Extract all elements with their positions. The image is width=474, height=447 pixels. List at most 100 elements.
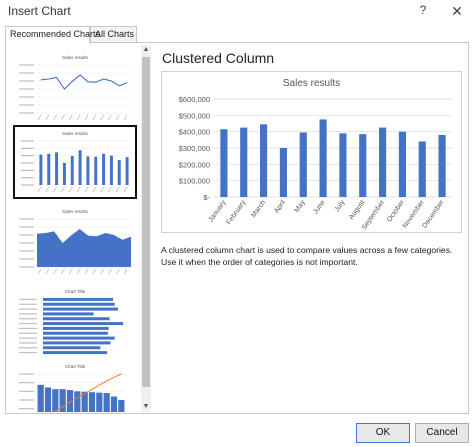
thumbnail-horizontal-bar bbox=[43, 346, 101, 350]
thumbnail-axis-label bbox=[19, 218, 34, 220]
column-bar bbox=[260, 124, 268, 197]
thumbnail-axis-label bbox=[37, 268, 42, 275]
thumbnail-horizontal-bar bbox=[43, 302, 115, 306]
thumbnail-horizontal-bar bbox=[43, 322, 124, 326]
thumbnail-axis-label bbox=[61, 114, 65, 121]
thumbnail-horizontal-bar bbox=[43, 297, 113, 301]
thumbnail-column-bar bbox=[78, 150, 82, 185]
thumbnail-axis-label bbox=[76, 186, 81, 193]
tab-all-charts[interactable]: All Charts bbox=[90, 26, 137, 43]
gallery-scrollbar[interactable]: ▲ ▼ bbox=[141, 45, 151, 412]
thumbnail-pareto-chart[interactable]: Chart Title bbox=[13, 360, 137, 412]
dialog-title: Insert Chart bbox=[8, 4, 71, 18]
thumbnail-axis-label bbox=[21, 140, 34, 142]
thumbnail-area-shape bbox=[37, 229, 131, 267]
thumbnail-axis-label bbox=[19, 399, 34, 401]
y-tick-label: $300,000 bbox=[179, 144, 210, 153]
column-bar bbox=[398, 131, 406, 197]
thumbnail-column-bar bbox=[52, 389, 59, 412]
thumbnail-axis-label bbox=[21, 162, 34, 164]
thumbnail-axis-label bbox=[100, 268, 104, 275]
thumbnail-axis-label bbox=[21, 155, 34, 157]
thumbnail-axis-label bbox=[68, 186, 73, 193]
column-bar bbox=[279, 148, 287, 197]
thumbnail-axis-label bbox=[19, 266, 34, 268]
thumbnail-axis-label bbox=[68, 268, 73, 275]
thumbnail-axis-label bbox=[92, 268, 97, 275]
thumbnail-column-bar bbox=[70, 156, 74, 185]
thumbnail-axis-label bbox=[53, 114, 57, 121]
thumbnail-axis-label bbox=[19, 258, 34, 260]
y-tick-label: $- bbox=[203, 193, 210, 202]
thumbnail-axis-label bbox=[19, 351, 37, 354]
thumbnail-column-bar bbox=[62, 163, 66, 185]
thumbnail-title: Chart Title bbox=[65, 364, 86, 369]
thumbnail-axis-label bbox=[61, 186, 65, 193]
scroll-down-icon[interactable]: ▼ bbox=[142, 403, 150, 410]
clustered-column-chart: Sales results $- $100,000 $200,000 $300,000… bbox=[179, 78, 452, 231]
x-tick-label: April bbox=[273, 199, 287, 215]
y-tick-label: $400,000 bbox=[179, 128, 210, 137]
area-chart-thumbnail-icon: Sales results bbox=[19, 209, 131, 275]
thumbnail-axis-label bbox=[123, 186, 128, 193]
chart-gallery: Sales results Sales results Sales result… bbox=[9, 45, 141, 412]
thumbnail-axis-label bbox=[19, 373, 34, 375]
thumbnail-column-bar bbox=[125, 157, 129, 185]
scrollbar-thumb[interactable] bbox=[142, 57, 150, 387]
thumbnail-axis-label bbox=[76, 268, 81, 275]
thumbnail-clustered-column-chart[interactable]: Sales results bbox=[13, 125, 137, 199]
thumbnail-axis-label bbox=[21, 184, 34, 186]
thumbnail-axis-label bbox=[19, 313, 37, 315]
cancel-button[interactable]: Cancel bbox=[415, 423, 469, 443]
thumbnail-line-chart[interactable]: Sales results bbox=[13, 51, 137, 125]
thumbnail-axis-label bbox=[45, 268, 50, 275]
tab-recommended-charts[interactable]: Recommended Charts bbox=[5, 26, 100, 44]
thumbnail-title: Sales results bbox=[62, 209, 89, 214]
thumbnail-area-chart[interactable]: Sales results bbox=[13, 205, 137, 279]
thumbnail-horizontal-bar bbox=[43, 341, 111, 345]
column-bar bbox=[359, 134, 367, 197]
thumbnail-axis-label bbox=[19, 337, 37, 339]
thumbnail-column-bar bbox=[39, 154, 43, 185]
thumbnail-column-bar bbox=[37, 384, 44, 412]
help-icon[interactable]: ? bbox=[419, 3, 427, 17]
thumbnail-column-bar bbox=[117, 160, 121, 185]
thumbnail-horizontal-bar bbox=[43, 351, 108, 355]
thumbnail-axis-label bbox=[115, 114, 120, 121]
thumbnail-axis-label bbox=[19, 382, 34, 384]
thumbnail-series-line bbox=[40, 74, 128, 90]
thumbnail-axis-label bbox=[19, 303, 37, 305]
y-tick-label: $500,000 bbox=[179, 111, 210, 120]
column-bar bbox=[438, 134, 446, 197]
ok-button[interactable]: OK bbox=[356, 423, 410, 443]
thumbnail-axis-label bbox=[92, 186, 97, 193]
chart-title: Sales results bbox=[283, 78, 340, 89]
thumbnail-axis-label bbox=[21, 147, 34, 149]
thumbnail-axis-label bbox=[115, 268, 120, 275]
thumbnail-horizontal-bar bbox=[43, 312, 94, 316]
clustered-column-thumbnail-icon: Sales results bbox=[21, 131, 131, 193]
thumbnail-horizontal-bar bbox=[43, 336, 115, 340]
thumbnail-axis-label bbox=[37, 186, 42, 193]
thumbnail-bar-chart[interactable]: Chart Title bbox=[13, 285, 137, 359]
thumbnail-column-bar bbox=[94, 156, 98, 185]
close-icon[interactable]: ✕ bbox=[451, 3, 463, 19]
thumbnail-title: Sales results bbox=[62, 55, 89, 60]
thumbnail-axis-label bbox=[19, 347, 37, 349]
thumbnail-axis-label bbox=[19, 226, 34, 228]
thumbnail-axis-label bbox=[19, 80, 34, 82]
thumbnail-column-bar bbox=[102, 153, 106, 185]
thumbnail-column-bar bbox=[44, 387, 52, 412]
thumbnail-axis-label bbox=[84, 186, 89, 193]
scroll-up-icon[interactable]: ▲ bbox=[142, 46, 150, 53]
thumbnail-column-bar bbox=[74, 391, 81, 412]
y-tick-label: $600,000 bbox=[179, 95, 210, 104]
thumbnail-axis-label bbox=[19, 242, 34, 244]
thumbnail-axis-label bbox=[19, 342, 37, 344]
thumbnail-column-bar bbox=[103, 393, 110, 412]
x-tick-label: June bbox=[312, 199, 327, 216]
thumbnail-axis-label bbox=[37, 114, 42, 121]
thumbnail-axis-label bbox=[19, 332, 37, 334]
thumbnail-column-bar bbox=[88, 392, 96, 412]
thumbnail-axis-label bbox=[45, 186, 50, 193]
